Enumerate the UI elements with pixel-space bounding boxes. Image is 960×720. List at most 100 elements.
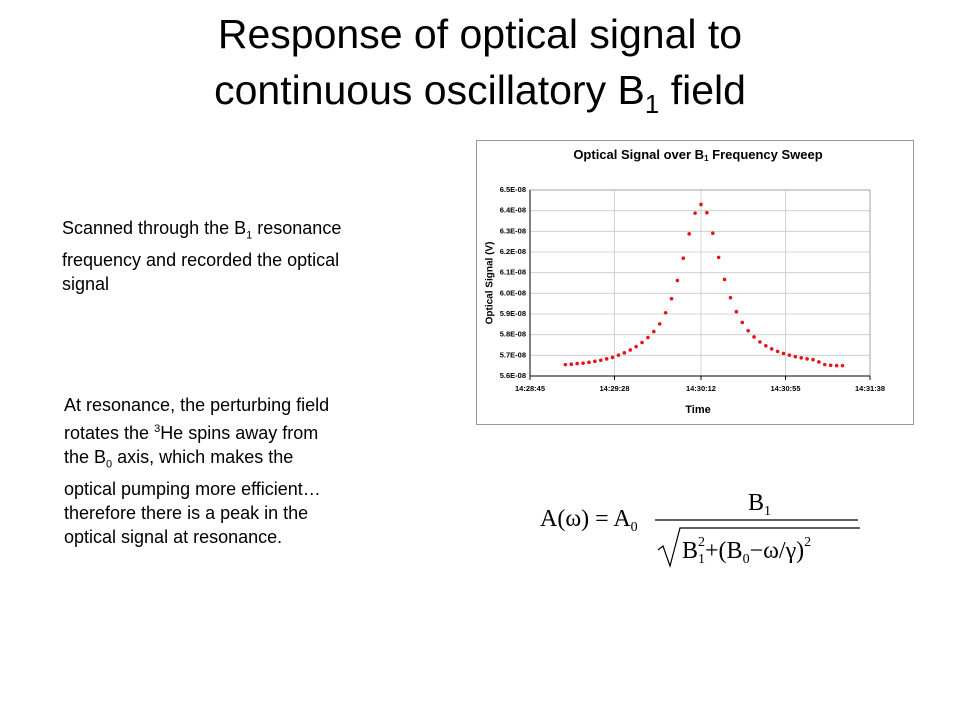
data-point <box>705 210 709 215</box>
slide-title: Response of optical signal to continuous… <box>120 6 840 132</box>
y-tick-label: 5.9E-08 <box>500 309 526 318</box>
formula-text: B <box>748 490 764 516</box>
data-point <box>604 357 609 361</box>
data-point <box>569 362 574 367</box>
chart-title-sub: 1 <box>704 154 709 163</box>
data-point <box>693 211 697 215</box>
y-axis-label: Optical Signal (V) <box>485 242 496 325</box>
data-point <box>828 363 833 368</box>
data-point <box>840 363 845 368</box>
y-tick-label: 6.2E-08 <box>500 247 526 256</box>
title-text: Response of optical signal to continuous… <box>214 11 743 113</box>
title-end: field <box>659 67 746 113</box>
data-point <box>817 360 821 364</box>
chart-frame <box>476 140 914 425</box>
y-tick-label: 5.7E-08 <box>500 350 526 359</box>
data-point <box>822 362 827 367</box>
data-point <box>710 231 715 235</box>
data-point <box>799 356 804 360</box>
y-tick-label: 6.4E-08 <box>500 206 526 215</box>
data-point <box>587 360 591 365</box>
data-point <box>687 232 691 236</box>
data-point <box>616 353 621 357</box>
formula-lhs: A(ω) = A0 <box>540 506 638 535</box>
data-point <box>752 335 756 339</box>
data-point <box>699 202 703 207</box>
data-point <box>834 363 839 368</box>
data-point <box>563 362 568 367</box>
formula-sub: 1 <box>698 552 705 567</box>
text: He spins away from the B <box>64 423 319 467</box>
data-point <box>775 349 780 354</box>
data-point <box>722 277 727 282</box>
data-point <box>581 361 585 365</box>
data-point <box>598 358 603 363</box>
formula-text: +(B <box>705 538 743 564</box>
sqrt-sign <box>657 527 860 569</box>
text: resonance frequency and recorded the opt… <box>62 218 342 294</box>
data-point <box>781 351 786 356</box>
data-point <box>640 340 644 345</box>
data-point <box>663 310 668 315</box>
data-point <box>793 354 798 359</box>
data-point <box>734 309 739 314</box>
formula-sub: 1 <box>764 504 771 519</box>
y-tick-label: 6.3E-08 <box>500 226 526 235</box>
data-point <box>740 320 745 325</box>
x-tick-label: 14:30:55 <box>770 384 800 393</box>
subscript: 0 <box>106 458 113 471</box>
data-point <box>675 278 680 283</box>
x-tick-label: 14:29:28 <box>599 384 629 393</box>
data-point <box>628 348 633 352</box>
formula-denominator: B12+(B0−ω/γ)2 <box>682 535 811 567</box>
formula-sup: 2 <box>804 535 811 550</box>
x-tick-label: 14:31:38 <box>855 384 885 393</box>
data-point <box>805 357 809 361</box>
data-point <box>769 347 774 351</box>
text: Scanned through the B <box>62 218 247 238</box>
paragraph: At resonance, the perturbing field rotat… <box>64 393 342 549</box>
formula-text: −ω/γ) <box>750 538 805 564</box>
data-point <box>657 322 662 326</box>
chart-title-text: Optical Signal over B <box>573 147 704 162</box>
paragraph: Scanned through the B1 resonance frequen… <box>62 216 347 296</box>
text: At resonance, the perturbing field rotat… <box>64 395 330 443</box>
subscript: 1 <box>246 229 253 242</box>
y-tick-label: 5.8E-08 <box>500 330 526 339</box>
chart-title: Optical Signal over B1 Frequency Sweep <box>573 147 822 163</box>
data-point <box>764 344 768 348</box>
title-sub: 1 <box>644 89 660 120</box>
data-point <box>652 329 656 334</box>
x-tick-label: 14:28:45 <box>515 384 545 393</box>
y-tick-label: 6.0E-08 <box>500 288 526 297</box>
chart: Optical Signal over B1 Frequency Sweep T… <box>476 140 914 425</box>
data-point <box>575 361 579 366</box>
data-point <box>646 335 650 340</box>
data-point <box>716 255 721 260</box>
data-point <box>728 295 733 300</box>
formula-text: A(ω) = A <box>540 506 631 532</box>
y-tick-label: 6.5E-08 <box>500 185 526 194</box>
data-point <box>634 344 638 349</box>
data-point <box>669 296 674 301</box>
formula-sup: 2 <box>698 535 705 550</box>
x-axis-label: Time <box>685 404 710 416</box>
x-tick-label: 14:30:12 <box>686 384 716 393</box>
y-tick-label: 5.6E-08 <box>500 371 526 380</box>
chart-title-end: Frequency Sweep <box>709 147 823 162</box>
data-point <box>746 328 750 333</box>
y-tick-label: 6.1E-08 <box>500 268 526 277</box>
data-point <box>622 351 627 355</box>
data-point <box>593 359 597 364</box>
formula: A(ω) = A0 B1 B12+(B0−ω/γ)2 <box>540 490 860 569</box>
text: axis, which makes the optical pumping mo… <box>64 447 321 547</box>
formula-numerator: B1 <box>748 490 771 519</box>
data-point <box>758 340 762 344</box>
data-point <box>787 353 792 357</box>
data-point <box>681 256 686 260</box>
formula-sub: 0 <box>631 520 638 535</box>
superscript: 3 <box>154 423 161 435</box>
data-point <box>811 357 815 362</box>
data-point <box>610 355 615 360</box>
